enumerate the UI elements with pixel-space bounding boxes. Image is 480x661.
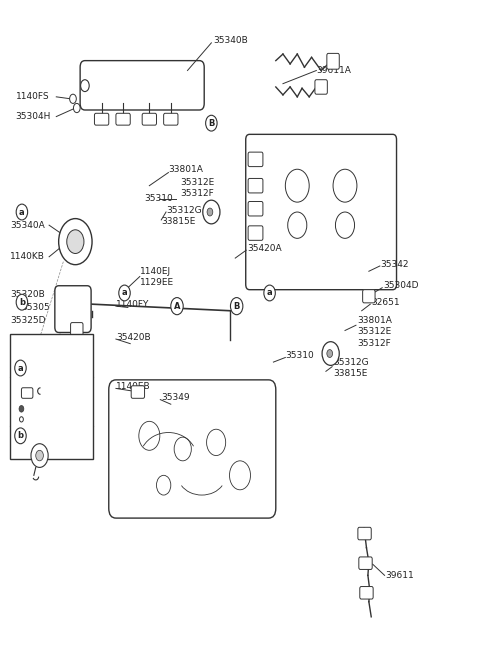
FancyBboxPatch shape [71, 323, 83, 336]
Text: 35349: 35349 [161, 393, 190, 402]
Circle shape [171, 297, 183, 315]
Text: 33815E: 33815E [161, 217, 196, 227]
Circle shape [81, 80, 89, 92]
FancyBboxPatch shape [248, 226, 263, 241]
Bar [10, 334, 94, 459]
Circle shape [59, 219, 92, 264]
Circle shape [16, 294, 28, 310]
Circle shape [230, 297, 243, 315]
Circle shape [327, 350, 333, 358]
Circle shape [285, 169, 309, 202]
Text: 35310: 35310 [285, 351, 314, 360]
Text: 35306A: 35306A [34, 405, 69, 413]
Text: 35325D: 35325D [10, 316, 46, 325]
Circle shape [174, 437, 192, 461]
Text: 35340A: 35340A [10, 221, 45, 229]
FancyBboxPatch shape [248, 178, 263, 193]
FancyBboxPatch shape [22, 388, 33, 399]
Text: 39611A: 39611A [316, 66, 351, 75]
Circle shape [67, 230, 84, 253]
FancyBboxPatch shape [363, 290, 375, 303]
FancyBboxPatch shape [95, 113, 109, 125]
Text: 1140EJ: 1140EJ [140, 267, 171, 276]
Text: a: a [267, 288, 273, 297]
Text: a: a [122, 288, 127, 297]
FancyBboxPatch shape [131, 386, 144, 399]
Text: 33801A: 33801A [168, 165, 204, 174]
Circle shape [15, 428, 26, 444]
Text: 1140EB: 1140EB [116, 382, 151, 391]
Text: 1140KB: 1140KB [10, 253, 45, 261]
Circle shape [156, 475, 171, 495]
Text: 35312F: 35312F [180, 189, 214, 198]
Circle shape [205, 115, 217, 131]
Text: b: b [19, 297, 25, 307]
FancyBboxPatch shape [359, 557, 372, 569]
Circle shape [229, 461, 251, 490]
Text: 35342: 35342 [381, 260, 409, 269]
Text: B: B [208, 119, 215, 128]
Text: 35340B: 35340B [214, 36, 249, 46]
Circle shape [206, 429, 226, 455]
Circle shape [36, 450, 43, 461]
Text: 35312E: 35312E [357, 327, 391, 336]
Text: 39611: 39611 [385, 571, 414, 580]
FancyBboxPatch shape [315, 80, 327, 95]
Circle shape [73, 103, 80, 112]
Circle shape [15, 360, 26, 376]
FancyBboxPatch shape [360, 586, 373, 599]
Text: 35305: 35305 [22, 303, 50, 312]
FancyBboxPatch shape [358, 527, 371, 540]
Circle shape [333, 169, 357, 202]
Text: 35420A: 35420A [247, 244, 282, 253]
Circle shape [264, 285, 276, 301]
Text: B: B [233, 301, 240, 311]
Text: 31337F: 31337F [33, 432, 66, 440]
FancyBboxPatch shape [248, 202, 263, 216]
Circle shape [70, 95, 76, 103]
Text: 1140FS: 1140FS [16, 93, 49, 101]
Circle shape [322, 342, 339, 366]
Text: 35304D: 35304D [383, 281, 419, 290]
Circle shape [20, 416, 24, 422]
Circle shape [336, 212, 355, 239]
Text: 35310: 35310 [144, 194, 173, 204]
Text: 1140FY: 1140FY [116, 299, 149, 309]
FancyBboxPatch shape [80, 61, 204, 110]
Text: 35306B: 35306B [34, 415, 69, 424]
Text: 35320B: 35320B [10, 290, 45, 299]
Text: a: a [18, 364, 24, 373]
Circle shape [139, 421, 160, 450]
FancyBboxPatch shape [246, 134, 396, 290]
Circle shape [119, 285, 130, 301]
Text: 35304H: 35304H [16, 112, 51, 121]
FancyBboxPatch shape [248, 152, 263, 167]
Circle shape [203, 200, 220, 224]
Text: 35312F: 35312F [357, 338, 391, 348]
Text: A: A [174, 301, 180, 311]
FancyBboxPatch shape [109, 380, 276, 518]
Text: 32651: 32651 [371, 297, 400, 307]
Circle shape [288, 212, 307, 239]
Circle shape [31, 444, 48, 467]
FancyBboxPatch shape [327, 54, 339, 69]
Text: 35312G: 35312G [166, 206, 202, 215]
Text: 35420B: 35420B [116, 332, 151, 342]
FancyBboxPatch shape [164, 113, 178, 125]
FancyBboxPatch shape [116, 113, 130, 125]
Text: 33815E: 33815E [333, 369, 367, 378]
Circle shape [16, 204, 28, 220]
Text: 1129EE: 1129EE [140, 278, 174, 287]
Text: a: a [19, 208, 25, 217]
Text: 35312G: 35312G [333, 358, 369, 367]
Text: b: b [17, 432, 24, 440]
Text: 35312E: 35312E [180, 178, 215, 187]
Circle shape [207, 208, 213, 216]
FancyBboxPatch shape [142, 113, 156, 125]
Circle shape [19, 406, 24, 412]
FancyBboxPatch shape [55, 286, 91, 332]
Text: 33801A: 33801A [357, 316, 392, 325]
